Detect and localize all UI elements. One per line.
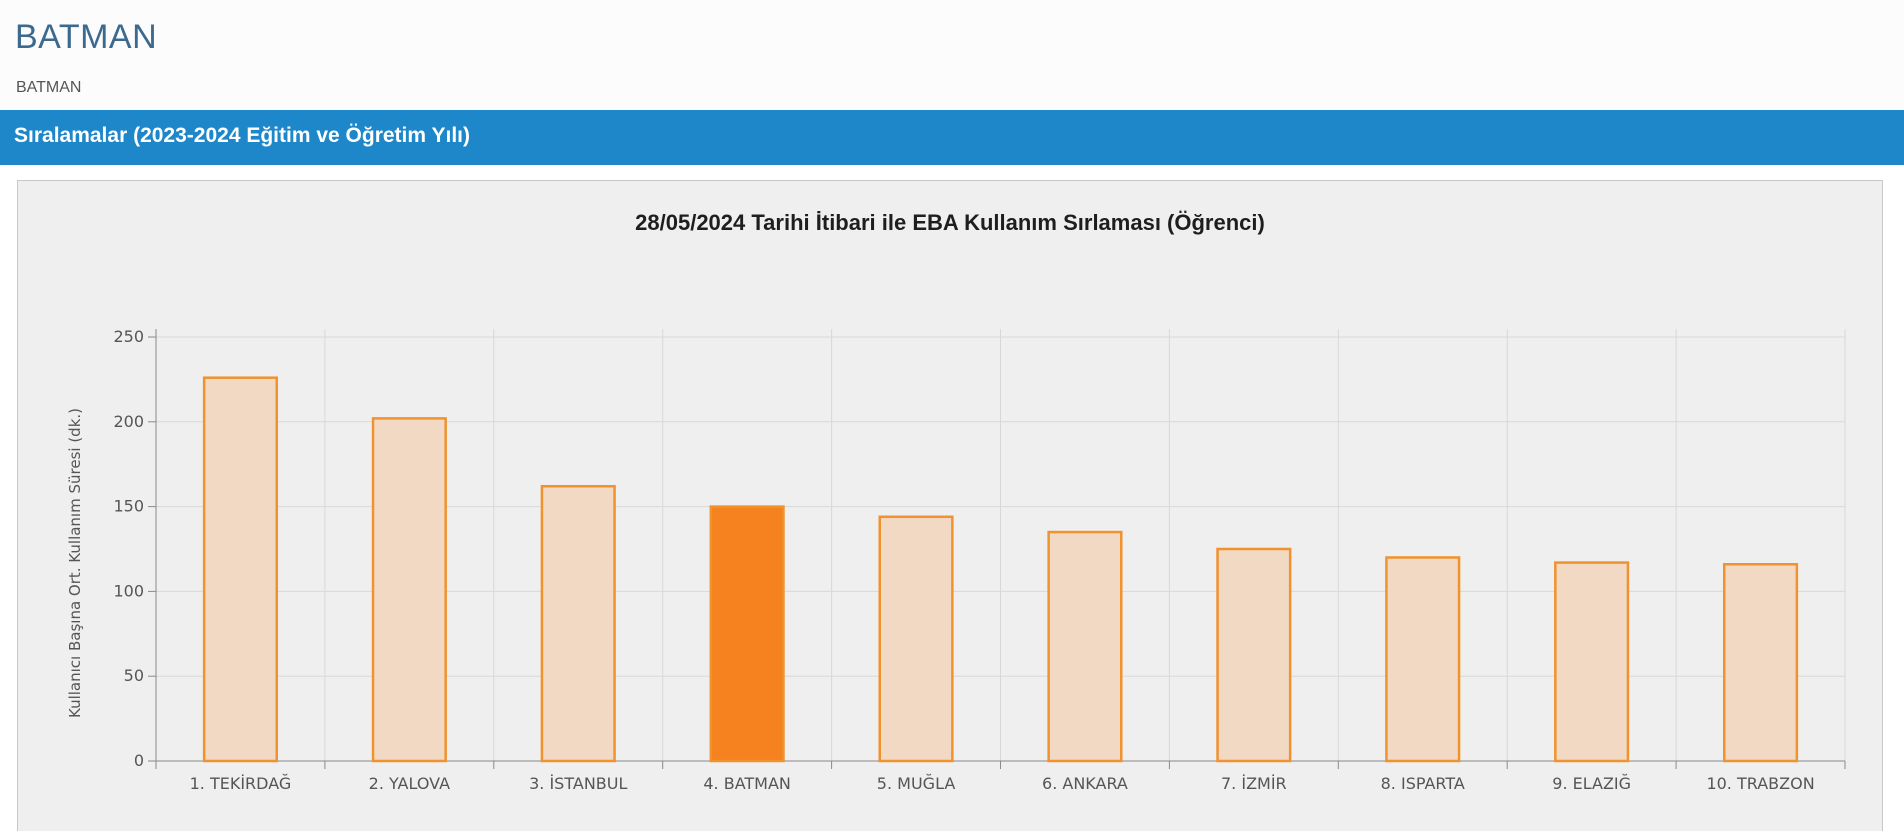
bar-chart: 0 50 100 150 200 250 1. TEKİRDAĞ 2. YALOVA 3. İS… — [66, 327, 1846, 793]
chart-title: 28/05/2024 Tarihi İtibari ile EBA Kullan… — [635, 210, 1265, 235]
bar[interactable] — [371, 417, 447, 763]
x-tick-label: 8. ISPARTA — [1381, 774, 1465, 793]
x-tick-label: 4. BATMAN — [703, 774, 791, 793]
section-header-bar: Sıralamalar (2023-2024 Eğitim ve Öğretim… — [0, 110, 1904, 165]
breadcrumb[interactable]: BATMAN — [16, 79, 82, 96]
y-tick-label: 100 — [113, 581, 144, 600]
x-tick-label: 3. İSTANBUL — [529, 774, 627, 793]
bar[interactable] — [1216, 547, 1292, 763]
page-header: BATMAN BATMAN — [0, 0, 1904, 111]
x-tick-label: 5. MUĞLA — [877, 774, 956, 793]
bar[interactable] — [1047, 530, 1123, 763]
x-tick-label: 2. YALOVA — [369, 774, 450, 793]
y-tick-label: 250 — [113, 327, 144, 346]
section-title: Sıralamalar (2023-2024 Eğitim ve Öğretim… — [14, 124, 471, 147]
bar[interactable] — [1722, 563, 1799, 763]
y-axis-title: Kullanıcı Başına Ort. Kullanım Süresi (d… — [66, 408, 84, 718]
y-tick-label: 0 — [134, 751, 144, 770]
bar[interactable] — [1385, 556, 1461, 763]
y-tick-label: 200 — [113, 412, 144, 431]
bar[interactable] — [202, 376, 279, 763]
bar-highlighted[interactable] — [709, 505, 785, 763]
page-title: BATMAN — [15, 18, 158, 56]
x-tick-label: 10. TRABZON — [1706, 774, 1814, 793]
bar[interactable] — [878, 515, 954, 763]
x-tick-label: 7. İZMİR — [1221, 774, 1287, 793]
x-tick-label: 9. ELAZIĞ — [1552, 774, 1631, 793]
y-tick-label: 50 — [124, 666, 144, 685]
bar[interactable] — [1554, 561, 1630, 763]
x-tick-label: 1. TEKİRDAĞ — [190, 774, 292, 793]
x-tick-label: 6. ANKARA — [1042, 774, 1128, 793]
bar[interactable] — [540, 484, 616, 763]
chart-panel: 28/05/2024 Tarihi İtibari ile EBA Kullan… — [17, 180, 1883, 831]
y-tick-label: 150 — [113, 497, 144, 516]
